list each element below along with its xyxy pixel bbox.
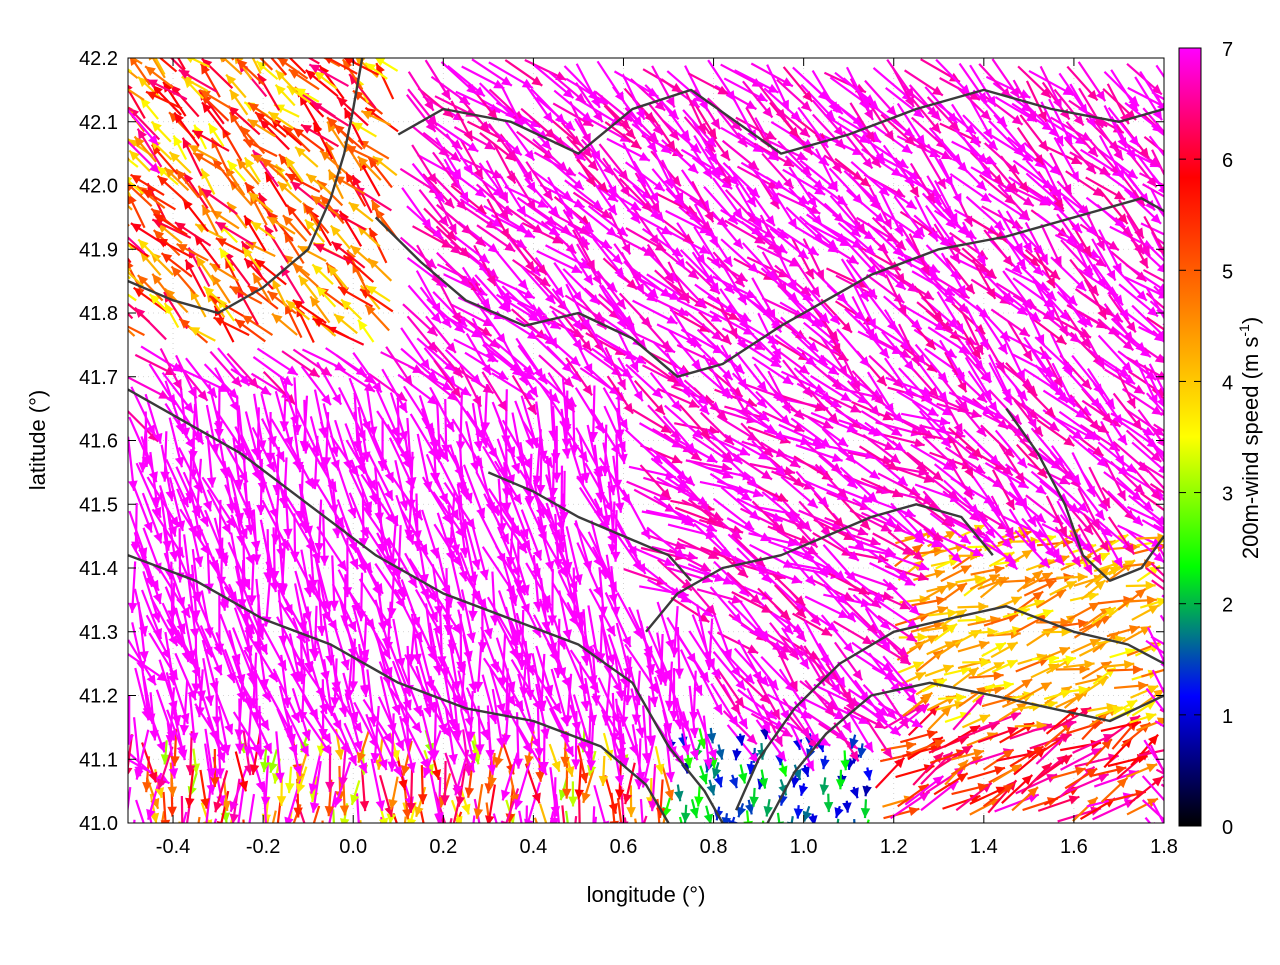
wind-vector xyxy=(917,824,952,855)
wind-vector-head xyxy=(563,824,572,834)
wind-vector-head xyxy=(284,828,293,838)
wind-vector-shaft xyxy=(182,796,183,841)
wind-vector-shaft xyxy=(380,817,381,866)
wind-vector-head xyxy=(1138,843,1149,853)
wind-vector-head xyxy=(202,824,212,834)
wind-vector-head xyxy=(833,825,842,835)
wind-vector xyxy=(307,823,336,861)
wind-vector-head xyxy=(1166,716,1176,727)
wind-vector xyxy=(320,821,330,857)
wind-vector-head xyxy=(485,827,494,837)
wind-vector-head xyxy=(477,835,486,846)
wind-vector-head xyxy=(617,825,626,835)
wind-vector-shaft xyxy=(202,819,216,867)
wind-vector-shaft xyxy=(333,809,334,834)
wind-vector-shaft xyxy=(130,820,135,874)
wind-vector-shaft xyxy=(854,819,855,834)
wind-vector-head xyxy=(441,824,450,835)
wind-vector-head xyxy=(588,847,598,857)
wind-vector-head xyxy=(639,837,649,847)
wind-vector-head xyxy=(1164,665,1175,674)
wind-vector-head xyxy=(542,822,551,833)
wind-vector-head xyxy=(307,831,316,842)
wind-vector-shaft xyxy=(762,821,763,842)
wind-vector-head xyxy=(329,824,339,834)
wind-vector-head xyxy=(376,856,386,866)
wind-vector xyxy=(587,817,597,868)
wind-vector xyxy=(200,819,216,867)
wind-vector-head xyxy=(561,838,571,848)
wind-vector-shaft xyxy=(322,821,325,857)
wind-vector-head xyxy=(575,833,585,843)
wind-vector-head xyxy=(1166,510,1177,520)
wind-vector-head xyxy=(655,826,665,836)
wind-vector xyxy=(828,824,869,848)
wind-vector-head xyxy=(145,840,154,851)
wind-vector-head xyxy=(609,821,619,831)
wind-vector-shaft xyxy=(590,817,596,868)
wind-vector-head xyxy=(1164,801,1174,812)
wind-vector-shaft xyxy=(828,824,869,848)
wind-vector-head xyxy=(758,831,768,841)
wind-vector-head xyxy=(200,856,209,867)
wind-vector xyxy=(498,821,508,869)
wind-vector-head xyxy=(587,858,597,868)
wind-vector-head xyxy=(942,845,953,855)
wind-vector-head xyxy=(568,850,578,860)
wind-vector-shaft xyxy=(1109,824,1150,853)
wind-vector-head xyxy=(121,825,130,835)
wind-vector-shaft xyxy=(917,824,952,855)
wind-vector-head xyxy=(223,836,232,847)
wind-vector-head xyxy=(850,824,860,834)
wind-vector-shaft xyxy=(307,823,336,861)
wind-vector-head xyxy=(556,836,566,846)
wind-vector-head xyxy=(743,821,753,831)
wind-vector-head xyxy=(1167,822,1178,832)
wind-vector-head xyxy=(501,853,510,864)
wind-vector-head xyxy=(700,823,709,834)
wind-vector-head xyxy=(678,825,687,836)
wind-vector-head xyxy=(1168,493,1178,504)
wind-vector-head xyxy=(126,863,136,873)
wind-vector-head xyxy=(1167,704,1176,715)
wind-vector-head xyxy=(465,855,474,865)
wind-vector-head xyxy=(858,839,869,848)
wind-vector-head xyxy=(191,841,200,852)
wind-vector-head xyxy=(398,839,408,849)
wind-vector-head xyxy=(656,834,665,845)
wind-vector-shaft xyxy=(704,823,707,835)
wind-vector-head xyxy=(861,828,870,839)
wind-vector-head xyxy=(161,820,171,830)
wind-vector xyxy=(758,821,768,842)
wind-vector-head xyxy=(233,825,242,835)
wind-vector-head xyxy=(399,841,408,852)
wind-vector-head xyxy=(1163,458,1173,469)
wind-vector-head xyxy=(287,827,296,838)
wind-vector-head xyxy=(498,859,508,869)
wind-vector-shaft xyxy=(502,821,504,869)
wind-vector-head xyxy=(1168,478,1179,487)
wind-vector-shaft xyxy=(579,800,580,843)
wind-vector-head xyxy=(261,823,271,833)
wind-vector-head xyxy=(326,850,336,861)
wind-vector-head xyxy=(324,827,333,838)
wind-vector-head xyxy=(320,846,330,856)
wind-vector xyxy=(1109,824,1150,853)
wind-vector xyxy=(126,820,136,874)
wind-vector-head xyxy=(303,830,312,841)
wind-vector xyxy=(376,817,386,866)
wind-vector xyxy=(700,823,709,835)
